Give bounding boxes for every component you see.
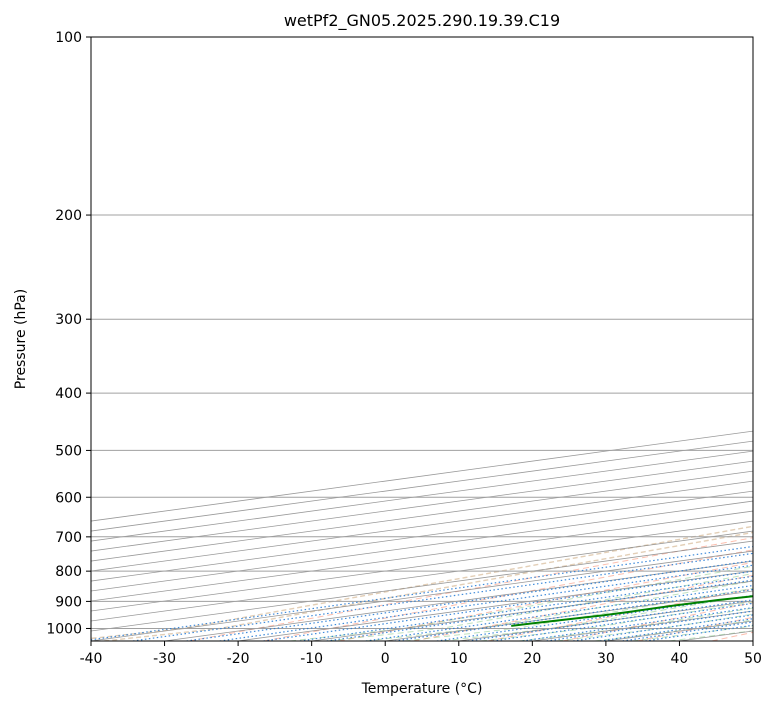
isotherm-line [91,520,753,612]
isotherm-line [385,590,753,641]
moist-adiabat [480,601,753,641]
mixing-ratio-line [326,579,753,641]
adiabat-reference [91,525,753,640]
dry-adiabat [189,537,753,641]
dewpoint-profile-line [511,595,753,627]
x-axis-title: Temperature (°C) [361,681,483,697]
isotherm-line [91,490,753,582]
mixing-ratio-line [132,552,753,641]
x-tick-label: -20 [227,651,250,667]
y-axis-title: Pressure (hPa) [13,289,29,389]
isotherm-line [91,510,753,602]
moist-adiabat [442,594,753,641]
y-tick-label: 100 [55,30,82,46]
data-series [511,37,775,627]
y-tick-label: 900 [55,594,82,610]
y-tick-label: 200 [55,208,82,224]
x-tick-label: 10 [450,651,468,667]
background-lines [91,525,753,641]
x-axis: -40 -30 -20 -10 0 10 20 30 40 50 [80,641,762,667]
isotherm-line [91,480,753,572]
dry-adiabat [264,549,753,641]
dry-adiabat [637,616,753,641]
moist-adiabat [556,613,753,641]
chart-title: wetPf2_GN05.2025.290.19.39.C19 [284,11,560,31]
y-tick-label: 600 [55,490,82,506]
mixing-ratio-line [299,575,753,641]
x-tick-label: -40 [80,651,103,667]
plot-frame [90,36,754,642]
isotherm-line [91,530,753,622]
grid-lines [91,37,753,641]
moist-adiabat [366,580,753,641]
mixing-ratio-line [365,584,753,641]
isotherm-line [91,450,753,542]
moist-adiabat [290,565,753,641]
x-tick-label: -30 [153,651,176,667]
isotherm-line [91,460,753,552]
isotherm-line [311,580,753,641]
isotherm-line [91,500,753,592]
y-tick-label: 300 [55,312,82,328]
y-tick-label: 1000 [46,621,82,637]
isotherm-line [679,630,753,641]
y-axis: 100 200 300 400 500 600 700 800 900 1000 [46,30,91,637]
y-tick-label: 700 [55,530,82,546]
mixing-ratio-line [394,588,753,641]
x-tick-label: 30 [597,651,615,667]
isotherm-line [752,640,753,641]
temperature-profile-line [769,37,775,626]
dry-adiabat [338,561,753,641]
isotherm-line [532,610,753,641]
x-tick-label: -10 [300,651,323,667]
dry-adiabat [487,588,753,641]
isotherm-line [91,540,753,632]
dry-adiabat [562,602,753,641]
y-tick-label: 500 [55,443,82,459]
isotherm-line [91,470,753,562]
isotherm-line [91,550,753,641]
x-tick-label: 40 [671,651,689,667]
x-tick-label: 0 [381,651,390,667]
y-tick-label: 800 [55,564,82,580]
x-tick-label: 50 [744,651,762,667]
y-tick-label: 400 [55,386,82,402]
moist-adiabat [404,587,753,641]
adiabat-reference [104,531,753,641]
x-tick-label: 20 [523,651,541,667]
dry-adiabat [413,574,753,641]
